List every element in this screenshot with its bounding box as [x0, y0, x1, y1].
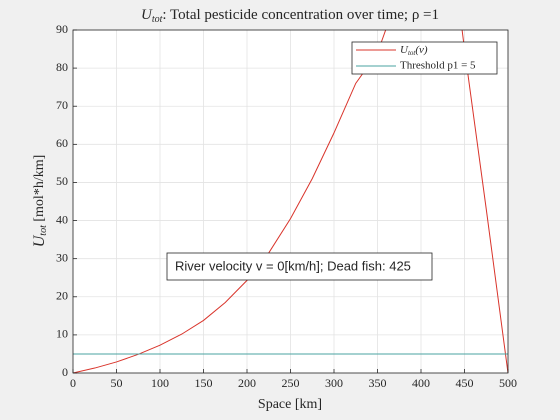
y-tick-label: 50: [56, 174, 68, 188]
y-tick-label: 80: [56, 60, 68, 74]
ylabel-subscript: tot: [38, 225, 49, 236]
legend-text: (v): [415, 44, 428, 56]
ylabel-symbol: U: [31, 234, 48, 247]
annotation-box: [166, 252, 433, 281]
title-subscript: tot: [152, 14, 163, 25]
legend-label: Threshold p1 = 5: [400, 60, 476, 72]
x-tick-label: 300: [325, 376, 343, 390]
x-tick-label: 0: [70, 376, 76, 390]
x-tick-label: 100: [151, 376, 169, 390]
legend-symbol: U: [400, 44, 409, 56]
x-tick-label: 450: [456, 376, 474, 390]
title-text: : Total pesticide concentration over tim…: [162, 7, 439, 23]
y-tick-label: 70: [56, 98, 68, 112]
chart-title: Utot: Total pesticide concentration over…: [141, 7, 439, 25]
y-tick-label: 10: [56, 327, 68, 341]
y-axis-label: Utot [mol*h/km]: [31, 155, 50, 248]
ylabel-text: [mol*h/km]: [32, 155, 47, 225]
x-axis-label: Space [km]: [258, 397, 322, 412]
y-tick-label: 0: [62, 365, 68, 379]
y-tick-label: 40: [56, 212, 68, 226]
x-tick-label: 150: [195, 376, 213, 390]
x-tick-label: 350: [369, 376, 387, 390]
x-tick-label: 400: [412, 376, 430, 390]
data-line: [73, 30, 508, 373]
x-tick-label: 200: [238, 376, 256, 390]
x-tick-label: 500: [499, 376, 517, 390]
legend-subscript: tot: [408, 49, 416, 57]
y-tick-label: 20: [56, 289, 68, 303]
y-tick-label: 90: [56, 22, 68, 36]
y-tick-label: 60: [56, 136, 68, 150]
legend-label: Utot(v): [400, 44, 428, 57]
annotation: River velocity v = 0[km/h]; Dead fish: 4…: [175, 258, 411, 273]
title-symbol: U: [141, 7, 153, 23]
legend-box: [351, 41, 498, 75]
x-tick-label: 50: [111, 376, 123, 390]
x-tick-label: 250: [282, 376, 300, 390]
y-tick-label: 30: [56, 250, 68, 264]
